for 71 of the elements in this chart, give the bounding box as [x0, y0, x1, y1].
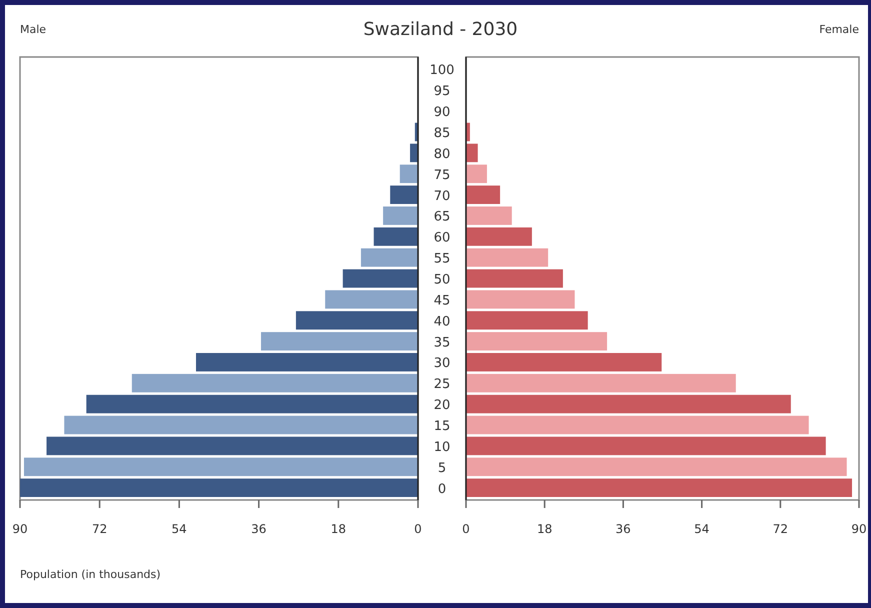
- x-tick-label: 72: [772, 522, 788, 536]
- x-tick-label: 18: [330, 522, 346, 536]
- x-tick-label: 72: [92, 522, 108, 536]
- bar: [466, 269, 563, 288]
- bar: [466, 436, 826, 456]
- y-tick-label: 40: [434, 314, 450, 330]
- x-tick-label: 54: [172, 522, 187, 536]
- x-tick-label: 90: [12, 522, 28, 536]
- x-tick-label: 0: [414, 522, 422, 536]
- bar: [466, 290, 575, 309]
- y-tick-label: 20: [434, 398, 450, 414]
- bar: [296, 311, 418, 330]
- bar: [383, 206, 418, 225]
- y-tick-label: 45: [434, 293, 450, 308]
- y-tick-label: 80: [434, 146, 450, 162]
- x-tick-label: 18: [536, 522, 552, 536]
- chart-subtitle: Female: [819, 23, 860, 36]
- bar: [466, 458, 847, 476]
- bar: [466, 332, 608, 350]
- y-tick-label: 25: [434, 377, 450, 392]
- bar: [390, 186, 418, 204]
- y-tick-label: 70: [434, 188, 450, 204]
- bar: [466, 186, 500, 204]
- y-tick-label: 0: [438, 482, 446, 497]
- bar: [342, 269, 418, 288]
- y-tick-label: 100: [430, 63, 454, 78]
- bar: [466, 478, 852, 497]
- bar: [374, 227, 418, 246]
- x-tick-label: 0: [462, 522, 470, 536]
- y-tick-label: 15: [434, 419, 450, 434]
- x-tick-label: 54: [694, 522, 710, 536]
- bar: [466, 227, 532, 246]
- y-tick-label: 55: [434, 252, 450, 267]
- x-tick-label: 90: [851, 522, 867, 536]
- y-tick-label: 10: [434, 440, 450, 455]
- bar: [325, 290, 418, 309]
- y-tick-label: 35: [434, 335, 450, 350]
- bar: [466, 374, 736, 392]
- bar: [400, 164, 418, 184]
- bar: [466, 311, 588, 330]
- x-axis-title: Population (in thousands): [20, 568, 161, 581]
- y-tick-label: 90: [434, 105, 450, 120]
- bar: [466, 206, 512, 225]
- chart-title: Swaziland - 2030: [363, 19, 518, 40]
- y-tick-label: 85: [434, 126, 450, 141]
- bar: [466, 416, 809, 434]
- y-tick-label: 5: [438, 460, 446, 476]
- bar: [410, 144, 418, 162]
- chart-subtitle: Male: [20, 23, 46, 36]
- y-tick-label: 50: [434, 272, 450, 288]
- bar: [261, 332, 418, 350]
- bar: [466, 394, 791, 414]
- bar: [132, 374, 418, 392]
- y-tick-label: 60: [434, 230, 450, 246]
- bar: [466, 353, 662, 372]
- y-tick-label: 65: [434, 210, 450, 225]
- x-tick-label: 36: [251, 522, 266, 536]
- bar: [360, 248, 418, 267]
- bar: [466, 248, 548, 267]
- bar: [196, 353, 418, 372]
- bar: [466, 144, 478, 162]
- bar: [64, 416, 418, 434]
- bar: [466, 164, 487, 184]
- bar: [86, 394, 418, 414]
- y-tick-label: 95: [434, 84, 450, 100]
- bar: [24, 458, 418, 476]
- x-tick-label: 36: [616, 522, 631, 536]
- bar: [20, 478, 418, 497]
- bar: [46, 436, 418, 456]
- y-tick-label: 75: [434, 168, 450, 183]
- y-tick-label: 30: [434, 356, 450, 372]
